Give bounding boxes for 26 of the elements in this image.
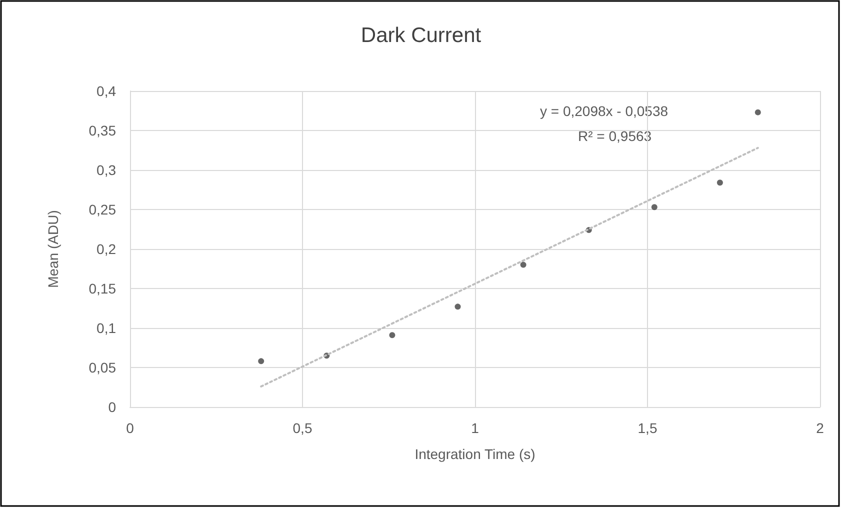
y-tick-label: 0,05 [88,360,116,376]
y-tick-label: 0,1 [96,320,116,336]
annotation: y = 0,2098x - 0,0538 [540,103,668,119]
point [754,109,761,116]
x-tick-label: 1 [471,420,480,436]
x-tick-label: 0,5 [292,420,312,436]
y-tick-label: 0 [108,399,116,415]
y-tick-label: 0,15 [88,280,116,296]
annotation: R² = 0,9563 [578,128,652,144]
x-tick-label: 2 [816,420,824,436]
point [389,332,396,338]
point [258,358,264,364]
point [454,304,461,310]
point [520,262,526,268]
y-tick-label: 0,4 [96,83,116,99]
point [716,180,723,186]
point [651,204,658,210]
y-tick-label: 0,3 [96,162,116,178]
y-axis-title: Mean (ADU) [45,210,61,288]
chart-title: Dark Current [360,24,482,47]
y-tick-label: 0,2 [96,241,116,257]
x-tick-label: 1,5 [638,420,658,436]
y-tick-label: 0,25 [88,202,116,218]
x-axis-title: Integration Time (s) [414,446,536,462]
y-tick-label: 0,35 [88,122,116,138]
x-tick-label: 0 [126,420,134,436]
